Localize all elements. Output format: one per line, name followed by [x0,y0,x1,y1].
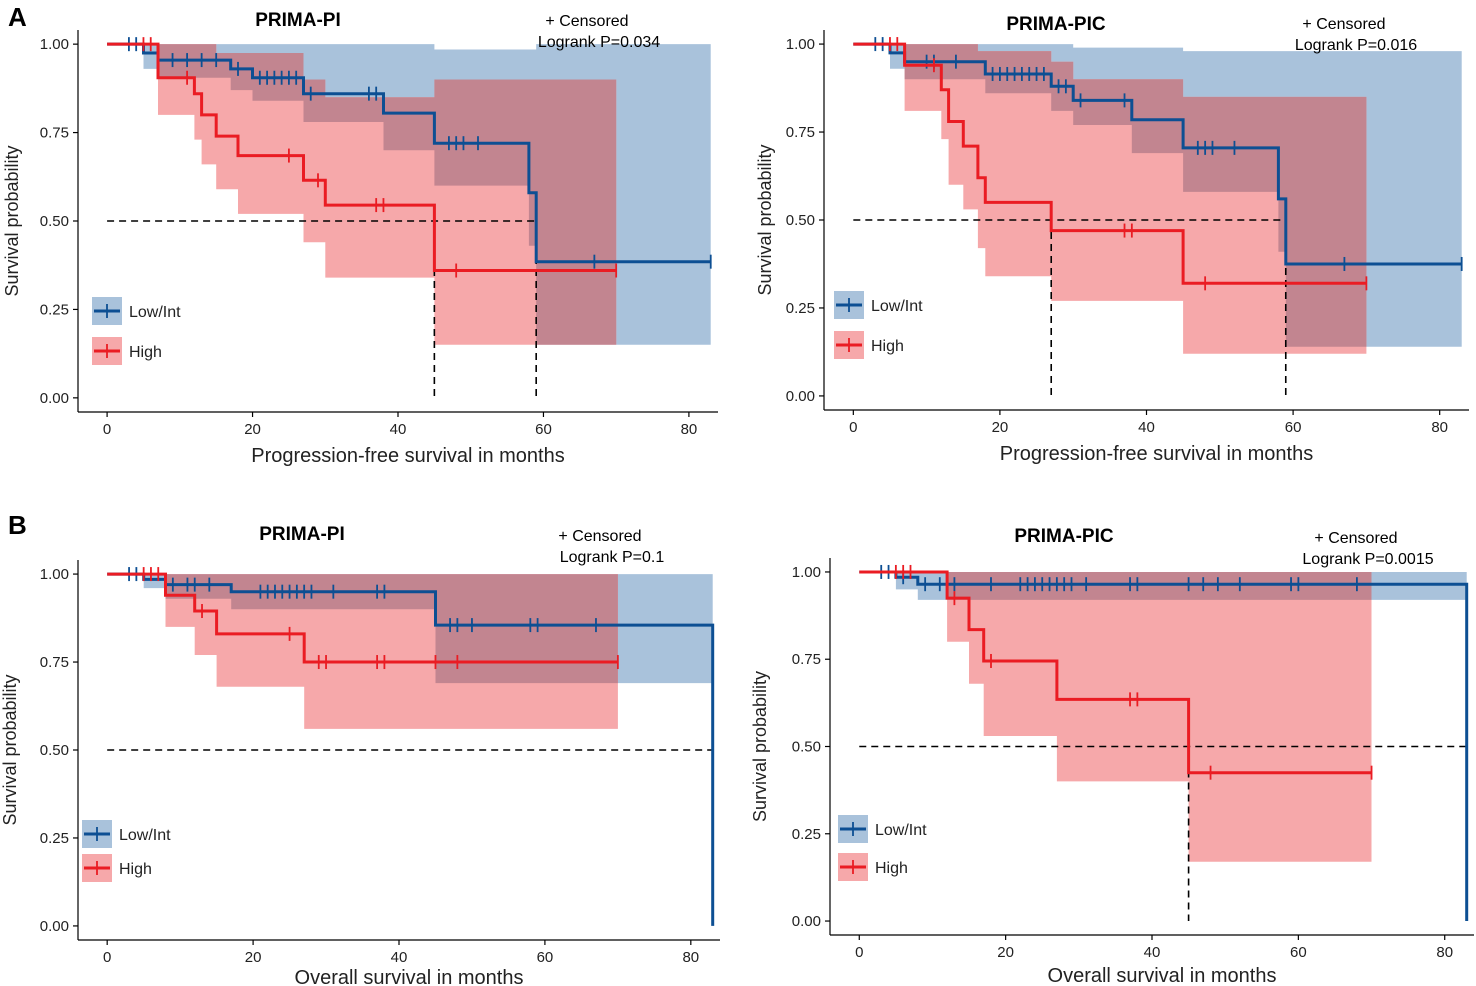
censored-note: + Censored [558,528,641,545]
y-tick-label: 0.25 [40,301,69,318]
y-tick-label: 1.00 [792,564,821,581]
x-axis-label: Progression-free survival in months [251,445,564,467]
logrank-pvalue: Logrank P=0.1 [560,549,665,566]
y-tick-label: 0.75 [40,125,69,142]
x-tick-label: 60 [535,421,552,438]
y-tick-label: 0.50 [40,742,69,759]
x-axis-label: Overall survival in months [1048,965,1277,986]
band-overlap [107,574,618,684]
x-tick-label: 80 [1436,944,1453,961]
y-axis-label: Survival probability [755,144,775,295]
y-axis-label: Survival probability [750,671,770,822]
y-axis-label: Survival probability [0,674,20,825]
x-tick-label: 20 [997,944,1014,961]
logrank-pvalue: Logrank P=0.034 [538,34,660,51]
chart-B-left: 0 20 40 60 80 0.00 0.25 0.50 0.75 1.00 PRIMA-PI + C… [0,524,720,986]
y-tick-label: 0.00 [40,390,69,407]
survival-curve-high [107,572,618,664]
confidence-bands [859,572,1467,862]
chart-title: PRIMA-PI [255,10,341,31]
legend-label-low-int: Low/Int [119,827,171,844]
legend: Low/Int High [92,297,181,365]
band-overlap [853,44,1367,347]
y-axis-label: Survival probability [2,145,22,296]
chart-B-right: 0 20 40 60 80 0.00 0.25 0.50 0.75 1.00 PRIMA-PIC + … [750,526,1474,986]
legend-label-high: High [875,860,908,877]
survival-curve-high [107,42,617,272]
x-tick-label: 0 [855,944,863,961]
chart-title: PRIMA-PI [259,524,345,545]
logrank-pvalue: Logrank P=0.0015 [1302,551,1433,568]
panel-label-b: B [8,510,27,540]
x-tick-label: 60 [537,949,554,966]
x-axis-label: Progression-free survival in months [1000,443,1313,465]
y-tick-label: 0.00 [792,913,821,930]
censored-note: + Censored [1302,16,1385,33]
panel-label-a: A [8,2,27,32]
x-tick-label: 0 [103,421,111,438]
confidence-bands [107,574,713,729]
x-tick-label: 20 [992,419,1009,436]
x-tick-label: 40 [1144,944,1161,961]
x-tick-label: 0 [103,949,111,966]
x-tick-label: 60 [1285,419,1302,436]
x-tick-label: 40 [1138,419,1155,436]
y-tick-label: 0.25 [40,830,69,847]
x-tick-label: 20 [245,949,262,966]
censored-note: + Censored [1314,530,1397,547]
x-tick-label: 60 [1290,944,1307,961]
y-tick-label: 1.00 [40,36,69,53]
legend-label-high: High [871,338,904,355]
x-tick-label: 40 [390,421,407,438]
band-high [859,572,1372,862]
legend-label-low-int: Low/Int [129,304,181,321]
y-tick-label: 0.00 [786,388,815,405]
y-tick-label: 0.50 [786,212,815,229]
y-tick-label: 0.75 [786,124,815,141]
y-tick-label: 0.00 [40,918,69,935]
x-axis-label: Overall survival in months [295,967,524,986]
y-tick-label: 0.75 [792,651,821,668]
x-tick-label: 0 [849,419,857,436]
censored-note: + Censored [545,13,628,30]
chart-title: PRIMA-PIC [1006,14,1106,35]
legend-label-low-int: Low/Int [875,822,927,839]
legend-label-low-int: Low/Int [871,298,923,315]
chart-A-right: 0 20 40 60 80 0.00 0.25 0.50 0.75 1.00 PRIMA-PIC + … [755,14,1469,465]
survival-curve-high [853,42,1367,285]
legend: Low/Int High [82,820,171,882]
y-tick-label: 0.50 [40,213,69,230]
legend: Low/Int High [838,815,927,881]
y-tick-label: 1.00 [786,36,815,53]
legend-label-high: High [119,861,152,878]
band-overlap [859,572,1372,600]
y-tick-label: 0.25 [786,300,815,317]
y-tick-label: 0.25 [792,826,821,843]
logrank-pvalue: Logrank P=0.016 [1295,37,1417,54]
survival-curve-high [859,570,1372,775]
x-tick-label: 80 [682,949,699,966]
legend: Low/Int High [834,291,923,359]
legend-label-high: High [129,344,162,361]
x-tick-label: 80 [681,421,698,438]
x-tick-label: 40 [391,949,408,966]
chart-A-left: 0 20 40 60 80 0.00 0.25 0.50 0.75 1.00 PRIMA-PI + C… [2,10,718,467]
confidence-bands [107,44,711,345]
confidence-bands [853,44,1462,354]
chart-title: PRIMA-PIC [1014,526,1114,547]
x-tick-label: 20 [244,421,261,438]
y-tick-label: 0.50 [792,739,821,756]
y-tick-label: 0.75 [40,654,69,671]
y-tick-label: 1.00 [40,566,69,583]
x-tick-label: 80 [1431,419,1448,436]
